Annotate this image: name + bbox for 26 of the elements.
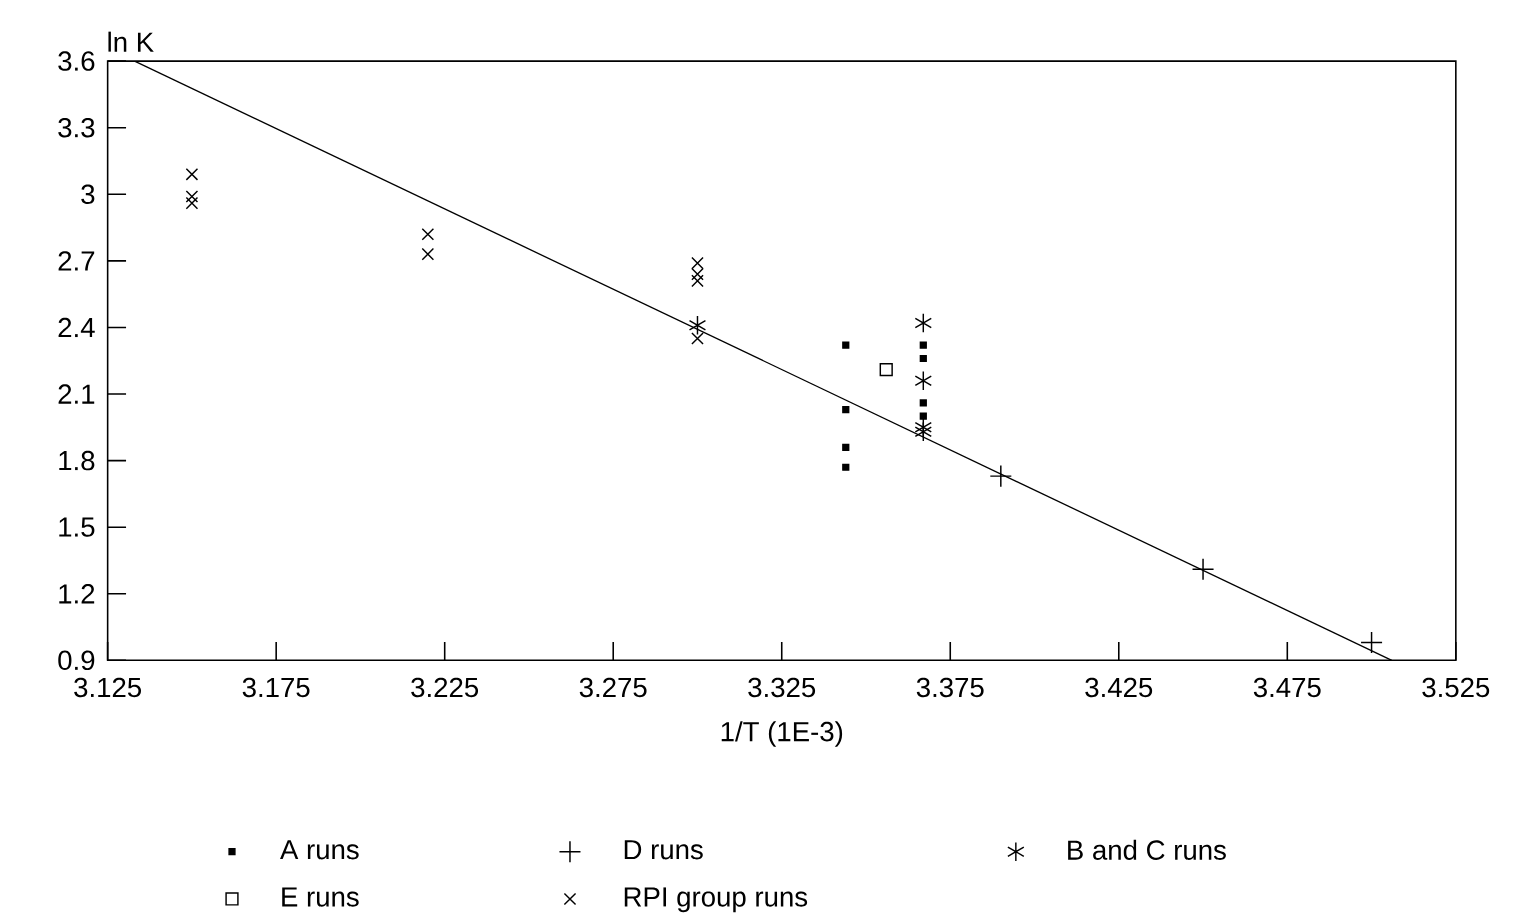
legend-label: A runs xyxy=(280,840,359,860)
legend-label: RPI group runs xyxy=(624,887,808,913)
legend-label: B and C runs xyxy=(1068,839,1226,860)
y-tick-label: 2.7 xyxy=(58,251,95,271)
x-tick-label: 3.225 xyxy=(411,677,479,698)
y-tick-label: 2.4 xyxy=(58,317,95,338)
y-tick-label: 1.2 xyxy=(59,584,95,604)
y-tick-label: 1.5 xyxy=(59,517,95,537)
x-tick-label: 3.325 xyxy=(748,677,816,698)
x-tick-label: 3.375 xyxy=(916,677,984,698)
x-tick-label: 3.175 xyxy=(242,677,310,698)
legend-label: E runs xyxy=(282,887,359,907)
y-tick-label: 2.1 xyxy=(58,384,95,404)
legend-label: D runs xyxy=(624,840,703,860)
y-tick-label: 3.3 xyxy=(58,118,95,138)
x-tick-label: 3.525 xyxy=(1422,677,1490,698)
x-tick-label: 3.475 xyxy=(1253,677,1321,698)
y-tick-label: 1.8 xyxy=(59,450,95,471)
x-tick-label: 3.425 xyxy=(1085,677,1153,698)
x-tick-label: 3.275 xyxy=(579,677,647,698)
y-tick-label: 3 xyxy=(81,184,95,205)
y-tick-label: 0.9 xyxy=(58,650,95,671)
y-tick-label: 3.6 xyxy=(58,51,95,71)
x-tick-label: 3.125 xyxy=(74,677,141,698)
y-axis-title: ln K xyxy=(108,31,154,52)
x-axis-title: 1/T (1E-3) xyxy=(721,721,843,747)
